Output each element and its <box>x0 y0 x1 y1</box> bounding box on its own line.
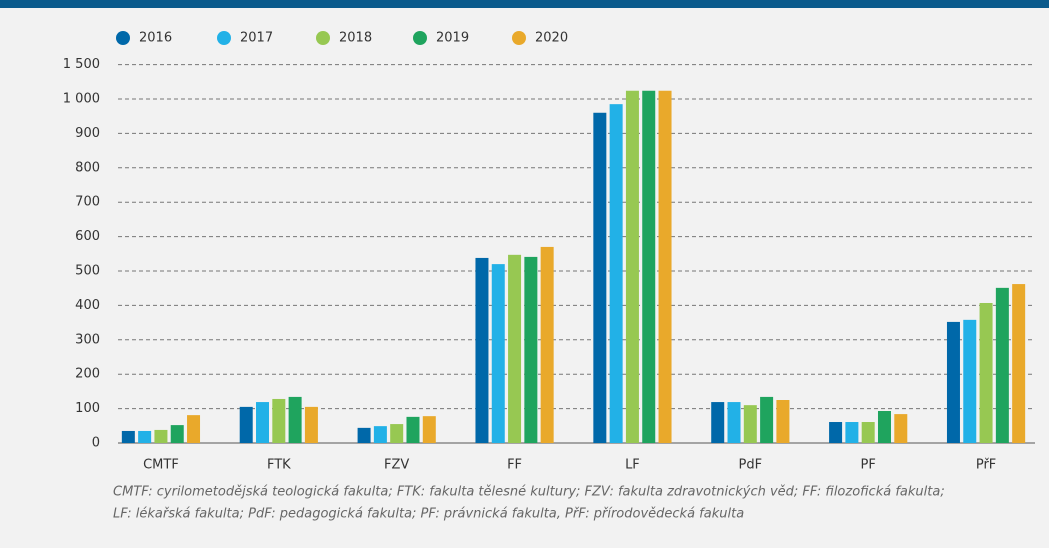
bar <box>288 396 302 443</box>
bar <box>491 264 505 443</box>
bar <box>979 302 993 443</box>
y-tick-label: 900 <box>75 126 100 141</box>
bar <box>272 398 286 443</box>
bar <box>593 112 607 443</box>
x-tick-label: FF <box>507 458 522 473</box>
bar <box>422 416 436 443</box>
bar <box>239 406 253 443</box>
y-tick-label: 600 <box>75 229 100 244</box>
bar <box>642 90 656 443</box>
footnote: CMTF: cyrilometodějská teologická fakult… <box>113 485 945 500</box>
y-tick-label: 1 500 <box>63 57 100 72</box>
bar <box>373 426 387 443</box>
bar <box>845 422 859 443</box>
bar <box>776 400 790 443</box>
bar <box>625 90 639 443</box>
bar <box>609 104 623 443</box>
bar <box>963 319 977 443</box>
bar <box>154 429 168 443</box>
x-tick-label: FTK <box>267 458 291 473</box>
legend-label: 2018 <box>339 31 372 46</box>
bar <box>711 402 725 443</box>
bar <box>946 321 960 443</box>
legend-label: 2017 <box>240 31 273 46</box>
x-tick-label: PF <box>861 458 876 473</box>
bar <box>304 406 318 443</box>
bar <box>894 414 908 443</box>
bar <box>540 246 554 443</box>
y-tick-label: 300 <box>75 332 100 347</box>
footnote: LF: lékařská fakulta; PdF: pedagogická f… <box>113 507 744 522</box>
bar <box>995 287 1009 443</box>
x-tick-label: LF <box>625 458 640 473</box>
bar <box>658 90 672 443</box>
y-tick-label: 200 <box>75 367 100 382</box>
legend-label: 2019 <box>436 31 469 46</box>
y-tick-label: 800 <box>75 160 100 175</box>
bar <box>760 396 774 443</box>
legend-label: 2020 <box>535 31 568 46</box>
bar <box>187 415 201 443</box>
y-tick-label: 700 <box>75 195 100 210</box>
bar <box>877 411 891 443</box>
bar <box>508 254 522 443</box>
x-tick-label: CMTF <box>143 458 179 473</box>
bar <box>727 402 741 443</box>
legend-marker <box>316 31 330 45</box>
bar <box>357 427 371 443</box>
bar <box>138 430 152 443</box>
bar <box>475 257 489 443</box>
top-bar <box>0 0 1049 8</box>
y-tick-label: 400 <box>75 298 100 313</box>
bar <box>390 424 404 443</box>
legend-marker <box>116 31 130 45</box>
x-tick-label: FZV <box>384 458 409 473</box>
bar <box>406 416 420 443</box>
x-tick-label: PdF <box>739 458 763 473</box>
x-tick-label: PřF <box>976 458 996 473</box>
legend-marker <box>413 31 427 45</box>
legend-marker <box>512 31 526 45</box>
y-tick-label: 500 <box>75 264 100 279</box>
y-tick-label: 0 <box>92 436 100 451</box>
bar <box>524 256 538 443</box>
bar <box>829 422 843 443</box>
legend-label: 2016 <box>139 31 172 46</box>
bar <box>743 405 757 443</box>
bar <box>170 425 184 443</box>
bar <box>861 422 875 443</box>
y-tick-label: 100 <box>75 401 100 416</box>
bar <box>121 430 135 443</box>
bar <box>256 402 270 443</box>
legend-marker <box>217 31 231 45</box>
y-tick-label: 1 000 <box>63 92 100 107</box>
bar <box>1012 284 1026 443</box>
